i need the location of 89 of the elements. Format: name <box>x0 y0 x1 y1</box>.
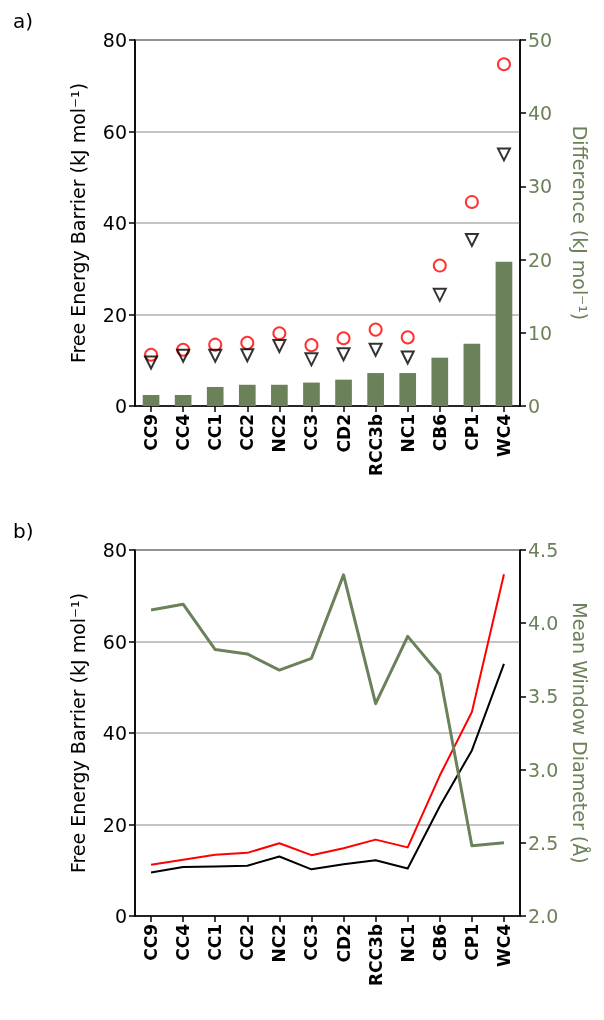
bar <box>303 382 320 406</box>
x-tick-label: NC2 <box>269 414 290 453</box>
y-tick-label: 20 <box>102 303 127 326</box>
bar <box>206 386 224 406</box>
x-tick-label: NC1 <box>397 924 418 963</box>
point <box>240 335 255 350</box>
point <box>272 339 287 354</box>
bar <box>238 384 256 406</box>
y2-tick-label: 2.5 <box>528 831 559 854</box>
point <box>432 258 447 273</box>
x-tick-label: CP1 <box>461 924 482 961</box>
x-tick-label: CD2 <box>333 414 354 453</box>
x-tick-label: NC1 <box>397 414 418 453</box>
x-tick-label: CP1 <box>461 414 482 451</box>
x-tick-label: CC9 <box>141 924 162 961</box>
point <box>400 350 415 365</box>
point <box>272 326 287 341</box>
y-tick-label: 0 <box>114 905 127 927</box>
y2-tick-label: 4.0 <box>528 612 559 635</box>
line-series <box>150 662 505 874</box>
point <box>496 57 511 72</box>
y-tick-label: 80 <box>102 539 127 561</box>
x-tick-label: CC9 <box>141 414 162 451</box>
bar <box>399 373 417 406</box>
bar <box>335 379 352 406</box>
y2-tick-label: 0 <box>528 395 541 417</box>
y-tick-label: 0 <box>114 395 127 417</box>
point <box>144 355 159 370</box>
point <box>336 331 351 346</box>
point <box>336 347 351 362</box>
x-tick-label: CC3 <box>301 924 322 961</box>
x-tick-label: RCC3b <box>365 414 386 477</box>
point <box>368 322 383 337</box>
y2-tick-label: 30 <box>528 175 553 198</box>
bar <box>142 395 160 406</box>
bar <box>431 357 449 406</box>
x-tick-label: RCC3b <box>365 924 386 987</box>
y2-tick-label: 50 <box>528 29 553 51</box>
point <box>176 342 191 357</box>
point <box>304 352 319 367</box>
x-tick-label: CC2 <box>237 924 258 961</box>
bar <box>463 343 481 406</box>
y2-tick-label: 10 <box>528 321 553 344</box>
x-tick-label: CC1 <box>205 414 226 451</box>
point <box>400 330 415 345</box>
bar <box>271 384 288 406</box>
y-tick-label: 40 <box>102 722 127 744</box>
y-axis-title: Free Energy Barrier (kJ mol⁻¹) <box>66 82 89 364</box>
x-tick-label: CC4 <box>173 413 194 451</box>
y2-tick-label: 4.5 <box>528 539 559 561</box>
x-tick-label: CB6 <box>429 414 450 452</box>
x-tick-label: WC4 <box>493 923 514 968</box>
point <box>304 338 319 353</box>
bar <box>174 395 192 406</box>
y-axis-title: Free Energy Barrier (kJ mol⁻¹) <box>66 592 89 874</box>
point <box>144 347 159 362</box>
chart-title: b) <box>13 519 34 543</box>
bar <box>367 373 384 406</box>
y2-tick-label: 20 <box>528 248 553 271</box>
y-tick-label: 20 <box>102 813 127 836</box>
y2-tick-label: 40 <box>528 102 553 125</box>
y2-tick-label: 3.5 <box>528 685 559 708</box>
y-tick-label: 40 <box>102 212 127 234</box>
x-tick-label: CC2 <box>237 414 258 451</box>
point <box>240 348 255 363</box>
y2-tick-label: 3.0 <box>528 758 559 781</box>
point <box>464 194 479 209</box>
x-tick-label: CD2 <box>333 924 354 963</box>
x-tick-label: CB6 <box>429 924 450 962</box>
y2-axis-title: Mean Window Diameter (Å) <box>568 602 591 864</box>
point <box>176 348 191 363</box>
y-tick-label: 80 <box>102 29 127 51</box>
x-tick-label: CC3 <box>301 414 322 451</box>
point <box>464 232 479 247</box>
point <box>368 342 383 357</box>
y2-axis-title: Difference (kJ mol⁻¹) <box>568 125 591 321</box>
x-tick-label: CC1 <box>205 924 226 961</box>
y-tick-label: 60 <box>102 120 127 143</box>
x-tick-label: NC2 <box>269 924 290 963</box>
x-tick-label: WC4 <box>493 413 514 458</box>
y-tick-label: 60 <box>102 630 127 653</box>
point <box>496 147 511 162</box>
bar <box>495 261 513 406</box>
point <box>432 287 447 302</box>
x-tick-label: CC4 <box>173 923 194 961</box>
chart-title: a) <box>13 9 34 33</box>
y2-tick-label: 2.0 <box>528 905 559 927</box>
point <box>208 348 223 363</box>
point <box>208 337 223 352</box>
